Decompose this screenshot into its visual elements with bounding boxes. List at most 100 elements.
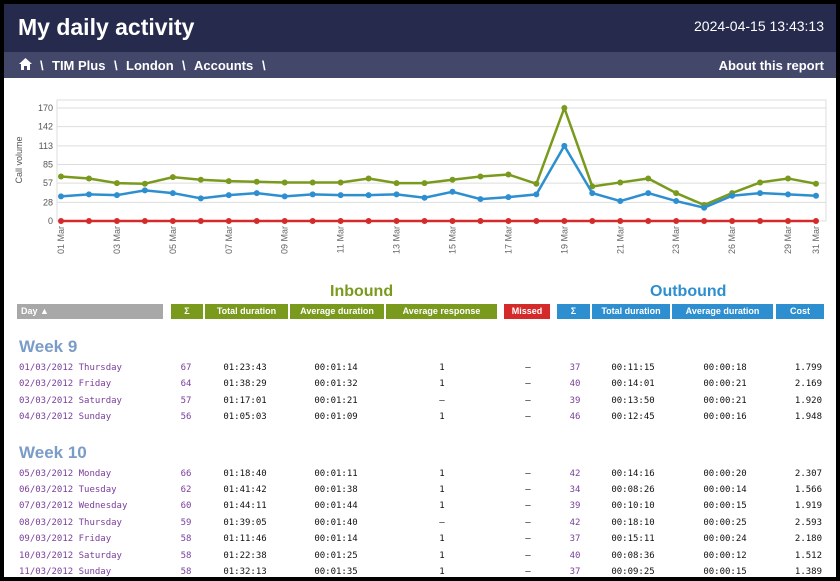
point	[421, 194, 428, 201]
y-tick-label: 28	[43, 197, 53, 207]
point	[58, 193, 64, 200]
day-link[interactable]: 09/03/2012 Friday	[19, 534, 112, 545]
cell[interactable]: 60	[180, 501, 192, 512]
cell[interactable]: 46	[569, 412, 581, 423]
point	[197, 195, 204, 202]
point	[337, 192, 344, 199]
day-link[interactable]: 05/03/2012 Monday	[19, 468, 112, 479]
cell[interactable]: 59	[180, 517, 192, 528]
cell: 1	[439, 379, 445, 390]
cell: 00:18:10	[611, 517, 655, 528]
home-icon[interactable]	[18, 57, 33, 71]
day-link[interactable]: 02/03/2012 Friday	[19, 379, 112, 390]
x-tick-label: 01 Mar	[56, 226, 66, 254]
column-header[interactable]: Day ▲	[17, 304, 163, 319]
cell[interactable]: 39	[569, 395, 581, 406]
cell: 00:00:25	[703, 517, 747, 528]
cell[interactable]: 40	[569, 379, 581, 390]
point	[365, 175, 372, 182]
cell: 1	[439, 567, 445, 577]
column-header[interactable]: Missed	[504, 304, 550, 319]
column-header[interactable]: Average duration	[290, 304, 384, 319]
day-link[interactable]: 06/03/2012 Tuesday	[19, 485, 117, 495]
point	[645, 218, 652, 224]
cell: –	[439, 395, 445, 406]
point	[113, 192, 120, 199]
x-tick-label: 23 Mar	[671, 226, 681, 254]
cell: 2.593	[794, 517, 822, 528]
breadcrumb[interactable]: TIM Plus	[52, 58, 106, 73]
point	[757, 190, 764, 197]
column-header[interactable]: Average response	[386, 304, 497, 319]
cell[interactable]: 57	[180, 395, 192, 406]
cell[interactable]: 58	[180, 550, 192, 561]
cell: 1	[439, 501, 445, 512]
cell: 2.180	[794, 534, 822, 545]
day-link[interactable]: 01/03/2012 Thursday	[19, 363, 122, 373]
point	[421, 218, 428, 224]
cell[interactable]: 34	[569, 485, 581, 495]
column-header[interactable]: Σ	[557, 304, 590, 319]
cell: 00:01:14	[314, 534, 358, 545]
cell[interactable]: 42	[569, 517, 581, 528]
day-link[interactable]: 11/03/2012 Sunday	[19, 567, 112, 577]
x-tick-label: 15 Mar	[447, 226, 457, 254]
day-link[interactable]: 10/03/2012 Saturday	[19, 550, 122, 561]
point	[85, 175, 92, 182]
point	[813, 218, 819, 224]
cell: –	[525, 567, 531, 577]
point	[729, 192, 736, 199]
day-link[interactable]: 07/03/2012 Wednesday	[19, 501, 128, 512]
cell[interactable]: 66	[180, 468, 192, 479]
point	[169, 190, 176, 197]
column-header[interactable]: Average duration	[672, 304, 773, 319]
point	[477, 218, 484, 224]
cell[interactable]: 62	[180, 485, 192, 495]
cell: 00:01:38	[314, 485, 358, 495]
cell: 00:12:45	[611, 412, 655, 423]
cell[interactable]: 37	[569, 534, 581, 545]
cell: 01:11:46	[223, 534, 267, 545]
cell[interactable]: 64	[180, 379, 192, 390]
cell[interactable]: 67	[180, 363, 192, 373]
cell: 00:01:35	[314, 567, 358, 577]
cell[interactable]: 40	[569, 550, 581, 561]
column-header[interactable]: Cost	[776, 304, 824, 319]
week-heading: Week 9	[19, 337, 78, 356]
cell: 00:08:26	[611, 485, 655, 495]
cell[interactable]: 42	[569, 468, 581, 479]
point	[225, 178, 232, 185]
cell: 00:00:20	[703, 468, 747, 479]
point	[309, 191, 316, 198]
point	[533, 218, 540, 224]
point	[141, 180, 148, 187]
cell[interactable]: 37	[569, 363, 581, 373]
point	[757, 179, 764, 186]
breadcrumb[interactable]: Accounts	[194, 58, 254, 73]
y-tick-label: 57	[43, 178, 53, 188]
cell: 1	[439, 534, 445, 545]
separator: \	[114, 58, 118, 73]
cell: 00:01:11	[314, 468, 358, 479]
cell[interactable]: 56	[180, 412, 192, 423]
day-link[interactable]: 03/03/2012 Saturday	[19, 395, 122, 406]
point	[309, 179, 316, 186]
point	[253, 178, 260, 185]
cell[interactable]: 39	[569, 501, 581, 512]
column-header[interactable]: Σ	[171, 304, 203, 319]
cell[interactable]: 58	[180, 567, 192, 577]
day-link[interactable]: 08/03/2012 Thursday	[19, 517, 122, 528]
day-link[interactable]: 04/03/2012 Sunday	[19, 412, 112, 423]
cell[interactable]: 37	[569, 567, 581, 577]
column-header[interactable]: Total duration	[205, 304, 288, 319]
point	[449, 218, 456, 224]
column-header[interactable]: Total duration	[592, 304, 670, 319]
point	[281, 179, 288, 186]
about-link[interactable]: About this report	[718, 58, 824, 73]
point	[281, 218, 288, 224]
cell[interactable]: 58	[180, 534, 192, 545]
cell: 00:14:01	[611, 379, 655, 390]
breadcrumb[interactable]: London	[126, 58, 174, 73]
point	[561, 105, 568, 111]
cell: 01:44:11	[223, 501, 267, 512]
